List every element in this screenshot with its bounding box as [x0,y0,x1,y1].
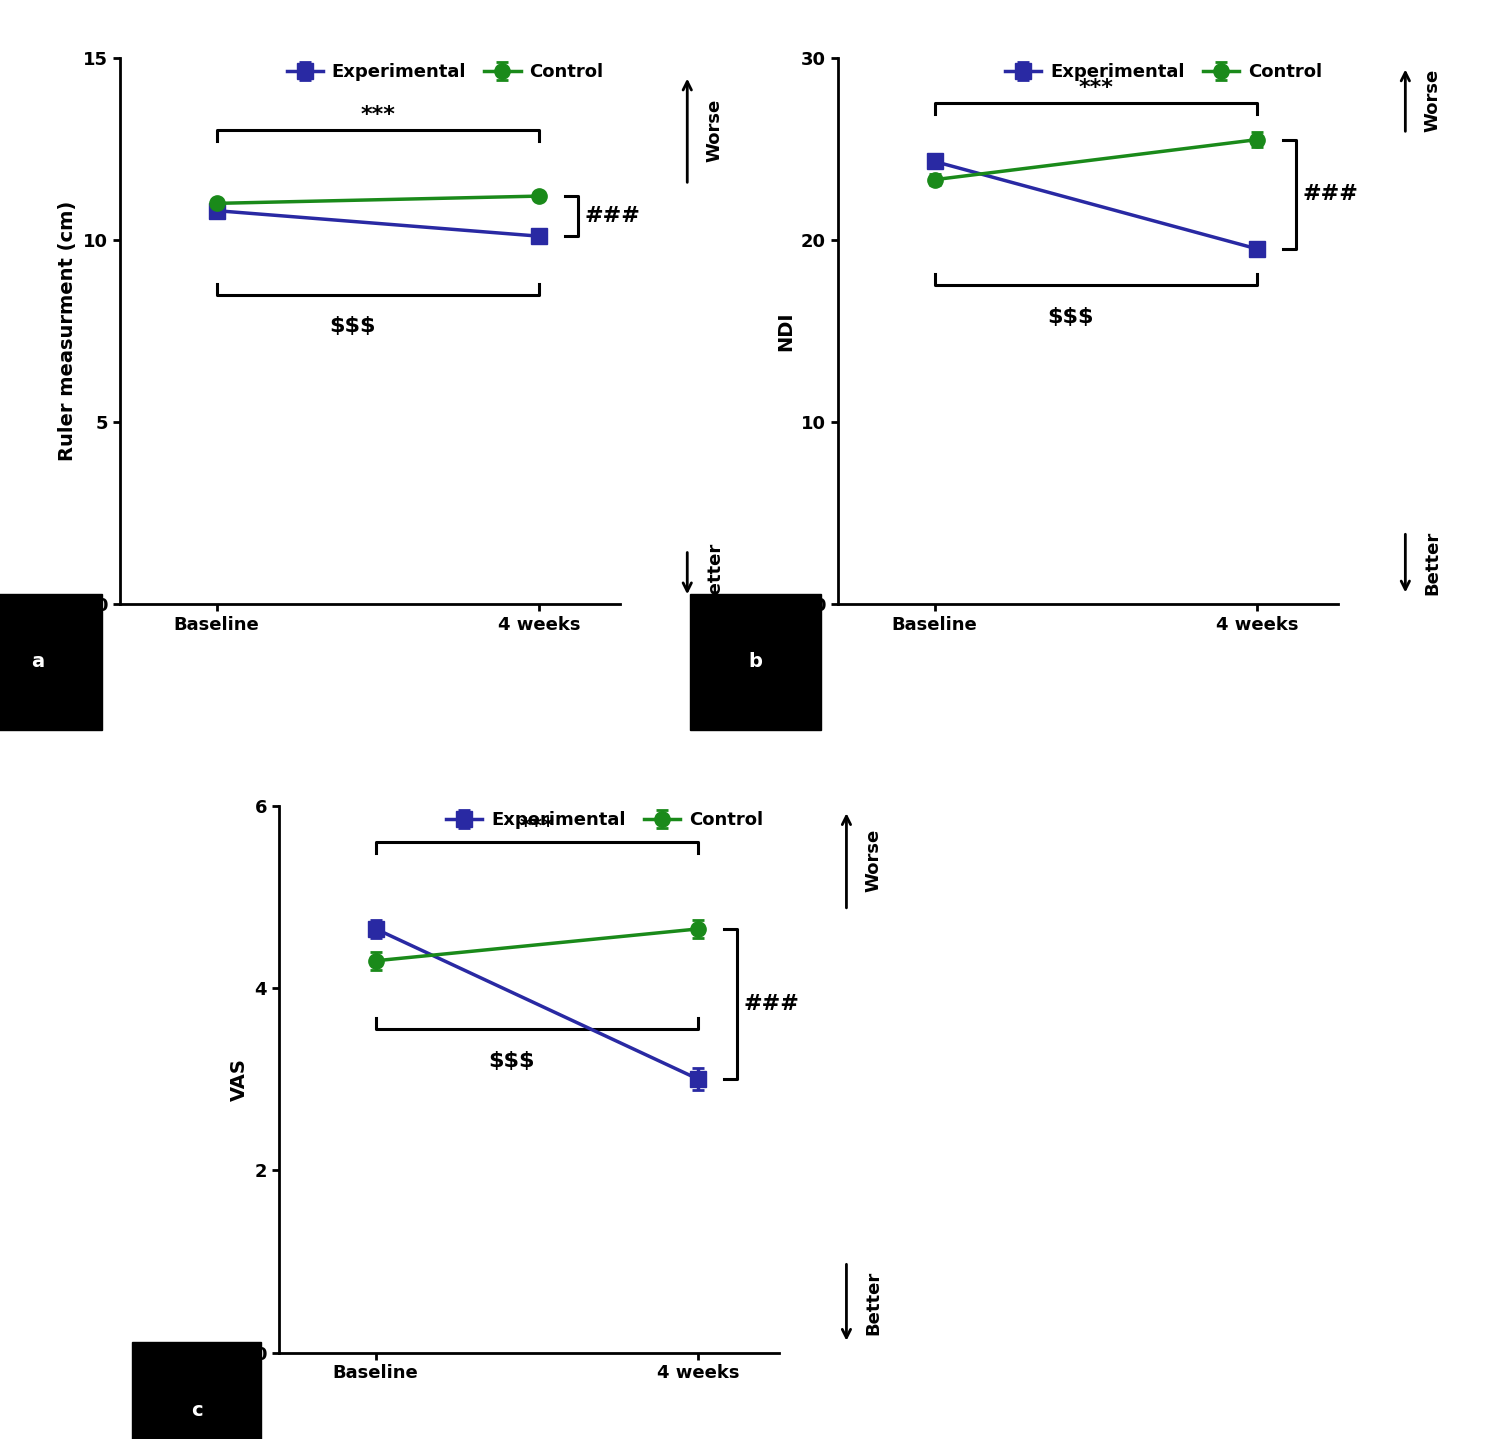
Text: ###: ### [585,206,640,226]
Text: Better: Better [865,1271,883,1334]
Legend: Experimental, Control: Experimental, Control [998,56,1328,88]
Text: ***: *** [361,105,395,125]
Text: a: a [31,652,43,672]
Legend: Experimental, Control: Experimental, Control [280,56,610,88]
Y-axis label: NDI: NDI [776,311,796,351]
Text: $$$: $$$ [1047,308,1094,327]
Text: $$$: $$$ [329,317,375,337]
Text: ***: *** [519,817,555,837]
Y-axis label: VAS: VAS [230,1058,248,1101]
Text: c: c [191,1400,202,1420]
Text: Worse: Worse [705,99,723,163]
Text: ***: *** [1079,78,1113,98]
Y-axis label: Ruler measurment (cm): Ruler measurment (cm) [58,201,78,460]
Text: ###: ### [1303,184,1358,204]
Text: ###: ### [744,994,799,1014]
Text: Better: Better [705,541,723,606]
Text: Worse: Worse [1423,69,1441,132]
Text: Worse: Worse [865,829,883,892]
Legend: Experimental, Control: Experimental, Control [438,804,770,836]
Text: b: b [748,652,763,672]
Text: Better: Better [1423,531,1441,596]
Text: $$$: $$$ [488,1050,534,1071]
